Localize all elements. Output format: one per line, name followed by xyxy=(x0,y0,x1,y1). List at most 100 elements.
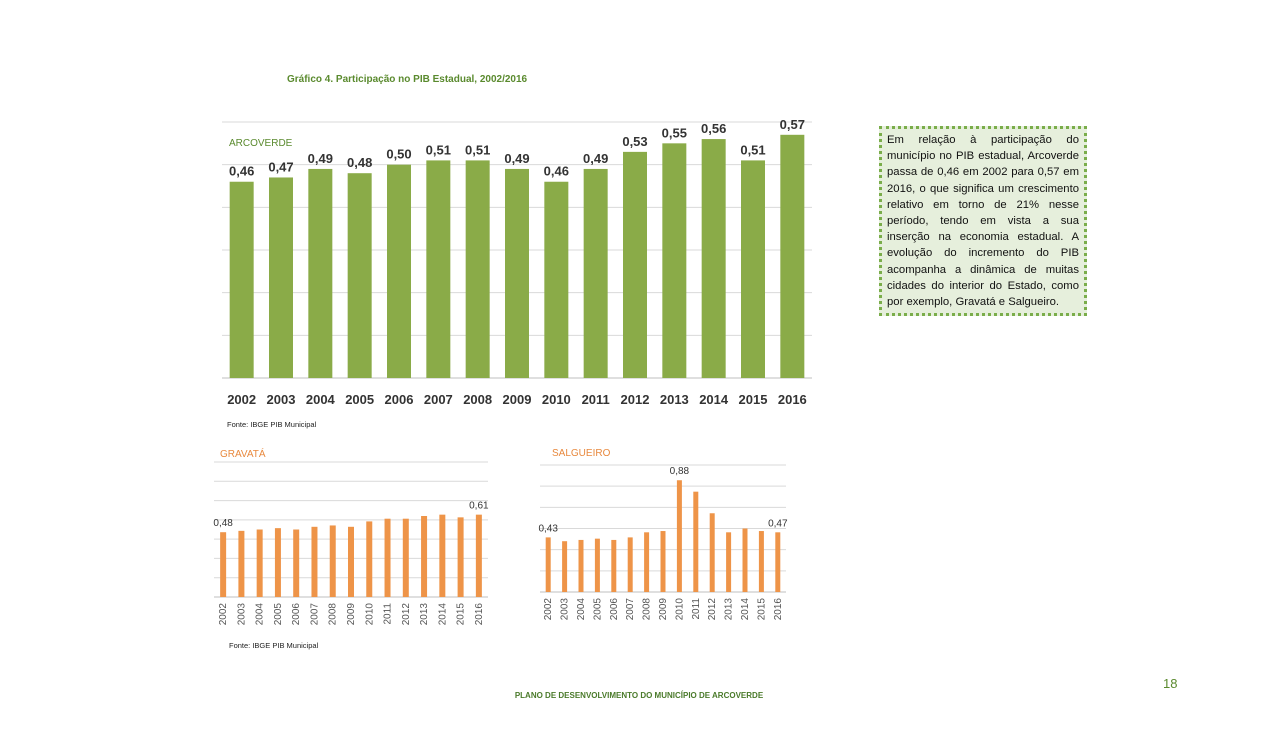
salgueiro-tick-label: 2009 xyxy=(658,598,669,621)
arcoverde-bar xyxy=(426,160,451,378)
arcoverde-bar xyxy=(505,168,529,378)
chart-title: Gráfico 4. Participação no PIB Estadual,… xyxy=(287,74,528,85)
arcoverde-data-label: 0,53 xyxy=(622,134,647,149)
description-box: Em relação à participação do município n… xyxy=(879,126,1087,317)
salgueiro-bar xyxy=(709,513,715,592)
salgueiro-bar xyxy=(660,531,666,592)
arcoverde-chart: ARCOVERDE 0,46 2002 0,47 2003 0,49 2004 0,48 200… xyxy=(222,117,812,407)
salgueiro-tick-label: 2005 xyxy=(592,598,603,621)
salgueiro-tick-label: 2014 xyxy=(740,598,751,621)
arcoverde-bar xyxy=(465,160,490,378)
arcoverde-bar xyxy=(662,143,687,378)
salgueiro-bar xyxy=(644,532,650,592)
arcoverde-bar xyxy=(544,181,569,378)
arcoverde-tick-label: 2011 xyxy=(582,392,610,407)
arcoverde-tick-label: 2012 xyxy=(621,392,650,407)
gravata-tick-label: 2014 xyxy=(437,603,448,626)
arcoverde-label: ARCOVERDE xyxy=(229,138,293,149)
arcoverde-bar xyxy=(741,160,765,378)
arcoverde-data-label: 0,51 xyxy=(740,142,765,157)
arcoverde-data-label: 0,50 xyxy=(386,147,411,162)
salgueiro-bar xyxy=(545,537,551,592)
arcoverde-tick-label: 2003 xyxy=(267,392,296,407)
gravata-data-label: 0,48 xyxy=(213,518,233,529)
arcoverde-tick-label: 2010 xyxy=(542,392,571,407)
source-note-bottom: Fonte: IBGE PIB Municipal xyxy=(229,641,319,650)
salgueiro-bar xyxy=(627,537,633,592)
salgueiro-bar xyxy=(676,480,682,592)
salgueiro-tick-label: 2013 xyxy=(724,598,735,621)
arcoverde-bar xyxy=(701,139,726,378)
gravata-bar xyxy=(348,526,354,597)
arcoverde-data-label: 0,49 xyxy=(504,151,529,166)
gravata-bar xyxy=(457,517,464,597)
arcoverde-data-label: 0,48 xyxy=(347,155,372,170)
salgueiro-bar xyxy=(562,541,568,592)
arcoverde-bar xyxy=(229,181,254,378)
arcoverde-tick-label: 2007 xyxy=(424,392,453,407)
gravata-bar xyxy=(274,528,281,597)
arcoverde-data-label: 0,46 xyxy=(544,164,569,179)
salgueiro-data-label: 0,43 xyxy=(538,523,558,534)
gravata-tick-label: 2013 xyxy=(419,603,430,626)
salgueiro-bar xyxy=(693,491,699,592)
arcoverde-data-label: 0,47 xyxy=(268,159,293,174)
gravata-bar xyxy=(238,530,245,597)
arcoverde-tick-label: 2009 xyxy=(503,392,532,407)
salgueiro-label: SALGUEIRO xyxy=(552,448,611,459)
salgueiro-tick-label: 2004 xyxy=(576,598,587,621)
arcoverde-bar xyxy=(780,134,805,378)
arcoverde-data-label: 0,57 xyxy=(780,117,805,132)
gravata-tick-label: 2004 xyxy=(255,603,266,626)
gravata-tick-label: 2003 xyxy=(236,603,247,626)
arcoverde-data-label: 0,51 xyxy=(426,142,451,157)
gravata-bar xyxy=(311,526,318,597)
salgueiro-bar xyxy=(594,538,600,592)
gravata-bar xyxy=(256,529,263,597)
gravata-tick-label: 2011 xyxy=(383,603,394,625)
arcoverde-tick-label: 2014 xyxy=(699,392,729,407)
gravata-label: GRAVATÁ xyxy=(220,447,266,460)
page-footer: PLANO DE DESENVOLVIMENTO DO MUNICÍPIO DE… xyxy=(514,691,764,700)
gravata-tick-label: 2015 xyxy=(456,603,467,626)
salgueiro-tick-label: 2008 xyxy=(642,598,653,621)
gravata-bar xyxy=(329,525,336,597)
arcoverde-bar xyxy=(308,168,333,378)
salgueiro-chart: SALGUEIRO 0,43 2002 2003 2004 2005 2006 2007 200… xyxy=(538,448,788,620)
gravata-bar xyxy=(220,532,227,597)
arcoverde-bar xyxy=(623,151,647,378)
arcoverde-tick-label: 2004 xyxy=(306,392,336,407)
salgueiro-data-label: 0,88 xyxy=(670,466,690,477)
salgueiro-bar xyxy=(578,539,584,592)
salgueiro-tick-label: 2006 xyxy=(609,598,620,621)
gravata-bar xyxy=(421,516,428,597)
arcoverde-bar xyxy=(269,177,293,378)
salgueiro-tick-label: 2003 xyxy=(560,598,571,621)
arcoverde-tick-label: 2006 xyxy=(385,392,414,407)
salgueiro-tick-label: 2010 xyxy=(674,598,685,621)
gravata-bar xyxy=(439,514,446,597)
gravata-tick-label: 2005 xyxy=(273,603,284,626)
arcoverde-tick-label: 2015 xyxy=(739,392,768,407)
gravata-tick-label: 2007 xyxy=(309,603,320,626)
arcoverde-tick-label: 2016 xyxy=(778,392,807,407)
gravata-bar xyxy=(475,514,482,597)
arcoverde-tick-label: 2002 xyxy=(227,392,256,407)
gravata-tick-label: 2008 xyxy=(328,603,339,626)
salgueiro-tick-label: 2007 xyxy=(625,598,636,621)
arcoverde-tick-label: 2013 xyxy=(660,392,689,407)
gravata-tick-label: 2002 xyxy=(218,603,229,626)
salgueiro-tick-label: 2011 xyxy=(691,598,702,620)
gravata-chart: GRAVATÁ 0,48 2002 2003 2004 2005 2006 2007 2008 2… xyxy=(213,447,489,625)
salgueiro-bar xyxy=(742,528,748,592)
arcoverde-bar xyxy=(347,173,372,378)
gravata-tick-label: 2012 xyxy=(401,603,412,626)
gravata-tick-label: 2016 xyxy=(474,603,485,626)
arcoverde-tick-label: 2008 xyxy=(463,392,492,407)
arcoverde-data-label: 0,55 xyxy=(662,125,687,140)
salgueiro-bar xyxy=(726,532,732,592)
gravata-bar xyxy=(293,529,300,597)
page-number: 18 xyxy=(1163,676,1178,691)
arcoverde-tick-label: 2005 xyxy=(345,392,374,407)
